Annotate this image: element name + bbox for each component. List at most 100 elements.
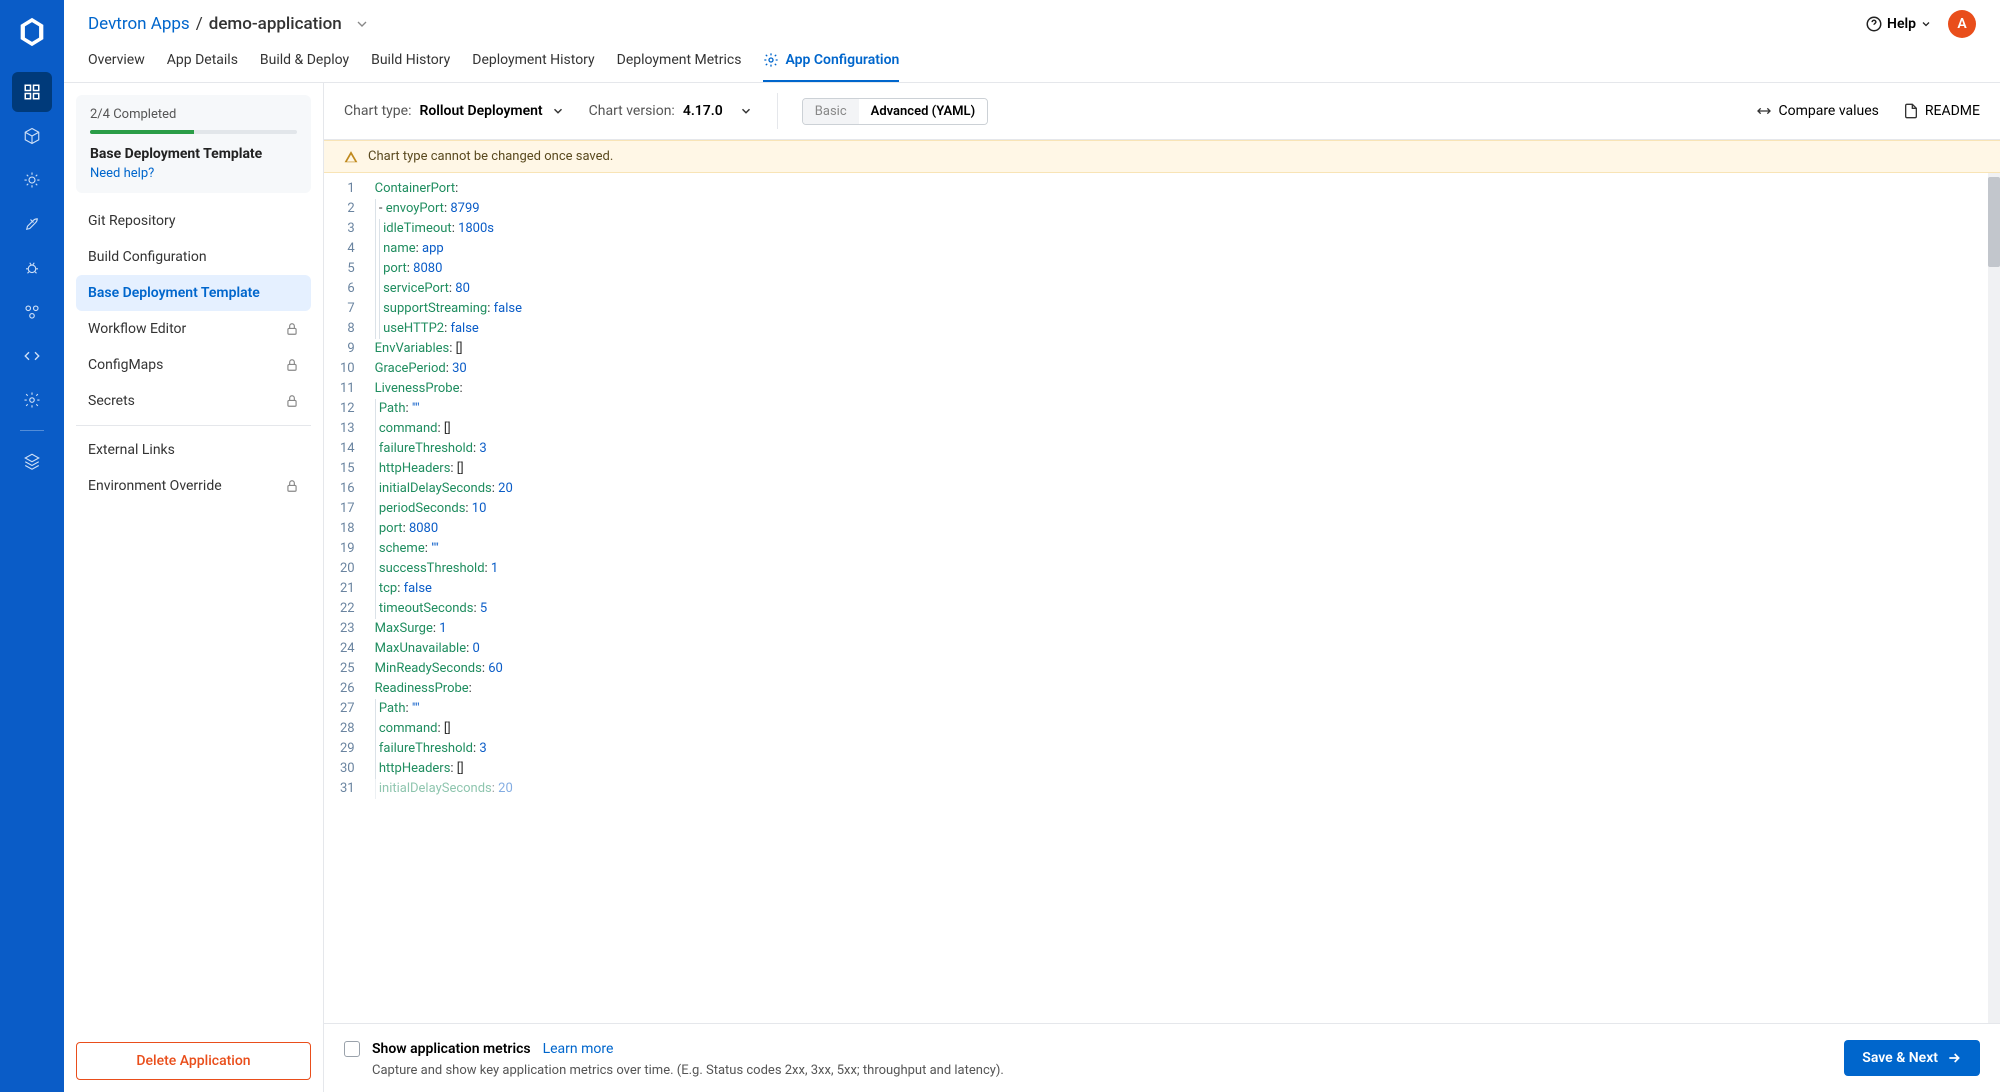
breadcrumb-root[interactable]: Devtron Apps — [88, 14, 190, 34]
file-icon — [1903, 103, 1919, 119]
tab-app-details[interactable]: App Details — [167, 52, 238, 82]
compare-values-button[interactable]: Compare values — [1756, 103, 1878, 119]
tab-deployment-history[interactable]: Deployment History — [472, 52, 594, 82]
rail-divider — [20, 430, 44, 431]
tabs: Overview App Details Build & Deploy Build H… — [64, 38, 2000, 83]
toolbar-separator — [777, 93, 778, 129]
tab-app-configuration[interactable]: App Configuration — [763, 52, 899, 82]
rail-rocket-icon[interactable] — [12, 204, 52, 244]
gear-icon — [763, 52, 779, 68]
sidebar-item-base-deployment-template[interactable]: Base Deployment Template — [76, 275, 311, 311]
sidebar-item-label: Build Configuration — [88, 249, 207, 265]
sidebar-item-label: Environment Override — [88, 478, 222, 494]
devtron-logo[interactable] — [12, 12, 52, 52]
app-rail — [0, 0, 64, 1092]
tab-deployment-metrics[interactable]: Deployment Metrics — [617, 52, 742, 82]
rail-apps-icon[interactable] — [12, 72, 52, 112]
rail-layers-icon[interactable] — [12, 441, 52, 481]
sidebar-item-label: Git Repository — [88, 213, 175, 229]
editor-gutter: 1234567891011121314151617181920212223242… — [324, 173, 363, 1023]
warning-icon — [344, 150, 358, 164]
content-area: Chart type: Rollout Deployment Chart ver… — [324, 83, 2000, 1092]
chart-type-field[interactable]: Chart type: Rollout Deployment — [344, 103, 565, 119]
save-label: Save & Next — [1862, 1050, 1938, 1066]
help-button[interactable]: Help — [1865, 15, 1932, 33]
rail-bug-icon[interactable] — [12, 248, 52, 288]
save-next-button[interactable]: Save & Next — [1844, 1040, 1980, 1076]
progress-card: 2/4 Completed Base Deployment Template N… — [76, 95, 311, 193]
progress-fill — [90, 130, 194, 134]
sidebar-item-secrets[interactable]: Secrets — [76, 383, 311, 419]
chevron-down-icon[interactable] — [354, 16, 370, 32]
metrics-description: Capture and show key application metrics… — [372, 1063, 1004, 1078]
editor-code[interactable]: ContainerPort: - envoyPort: 8799 idleTim… — [363, 173, 2000, 1023]
rail-apps2-icon[interactable] — [12, 292, 52, 332]
chart-version-field[interactable]: Chart version: 4.17.0 — [589, 103, 753, 119]
lock-icon — [285, 479, 299, 493]
chevron-down-icon — [551, 104, 565, 118]
config-separator — [76, 425, 311, 426]
rail-settings-icon[interactable] — [12, 380, 52, 420]
avatar[interactable]: A — [1948, 10, 1976, 38]
warning-notice: Chart type cannot be changed once saved. — [324, 140, 2000, 173]
config-list: Git Repository Build Configuration Base De… — [76, 203, 311, 419]
sidebar-item-git-repository[interactable]: Git Repository — [76, 203, 311, 239]
breadcrumb-sep: / — [196, 14, 203, 34]
sidebar-item-build-configuration[interactable]: Build Configuration — [76, 239, 311, 275]
scrollbar-thumb[interactable] — [1988, 177, 2000, 267]
compare-icon — [1756, 103, 1772, 119]
sidebar-item-workflow-editor[interactable]: Workflow Editor — [76, 311, 311, 347]
lock-icon — [285, 322, 299, 336]
chart-type-label: Chart type: — [344, 103, 411, 119]
compare-values-label: Compare values — [1778, 103, 1878, 119]
notice-text: Chart type cannot be changed once saved. — [368, 149, 613, 164]
toolbar: Chart type: Rollout Deployment Chart ver… — [324, 83, 2000, 140]
header: Devtron Apps / demo-application Help A — [64, 0, 2000, 38]
tab-build-deploy[interactable]: Build & Deploy — [260, 52, 349, 82]
yaml-editor[interactable]: 1234567891011121314151617181920212223242… — [324, 173, 2000, 1023]
sidebar-item-environment-override[interactable]: Environment Override — [76, 468, 311, 504]
arrow-right-icon — [1946, 1050, 1962, 1066]
scrollbar-track[interactable] — [1988, 173, 2000, 1023]
tab-overview[interactable]: Overview — [88, 52, 145, 82]
footer: Show application metrics Learn more Capt… — [324, 1023, 2000, 1092]
rail-cube-icon[interactable] — [12, 116, 52, 156]
config-sidebar: 2/4 Completed Base Deployment Template N… — [64, 83, 324, 1092]
metrics-checkbox[interactable] — [344, 1041, 360, 1057]
header-actions: Help A — [1865, 10, 1976, 38]
chart-version-value: 4.17.0 — [683, 103, 723, 119]
toolbar-left: Chart type: Rollout Deployment Chart ver… — [344, 93, 988, 129]
rail-helm-icon[interactable] — [12, 160, 52, 200]
lock-icon — [285, 358, 299, 372]
progress-title: Base Deployment Template — [90, 146, 297, 162]
breadcrumb: Devtron Apps / demo-application — [88, 14, 370, 34]
lock-icon — [285, 394, 299, 408]
advanced-mode-button[interactable]: Advanced (YAML) — [859, 99, 988, 124]
footer-left: Show application metrics Learn more Capt… — [344, 1038, 1004, 1078]
chart-version-label: Chart version: — [589, 103, 675, 119]
learn-more-link[interactable]: Learn more — [543, 1041, 614, 1057]
footer-text: Show application metrics Learn more Capt… — [372, 1038, 1004, 1078]
config-list-secondary: External Links Environment Override — [76, 432, 311, 504]
progress-text: 2/4 Completed — [90, 107, 297, 122]
toolbar-right: Compare values README — [1756, 103, 1980, 119]
readme-button[interactable]: README — [1903, 103, 1980, 119]
rail-code-icon[interactable] — [12, 336, 52, 376]
editor-mode-toggle: Basic Advanced (YAML) — [802, 98, 988, 125]
tab-build-history[interactable]: Build History — [371, 52, 450, 82]
basic-mode-button[interactable]: Basic — [803, 99, 859, 124]
chart-type-value: Rollout Deployment — [419, 103, 542, 119]
sidebar-item-label: Secrets — [88, 393, 135, 409]
delete-application-button[interactable]: Delete Application — [76, 1042, 311, 1080]
sidebar-item-external-links[interactable]: External Links — [76, 432, 311, 468]
main-column: Devtron Apps / demo-application Help A O… — [64, 0, 2000, 1092]
sidebar-item-label: External Links — [88, 442, 175, 458]
breadcrumb-current: demo-application — [209, 14, 342, 34]
sidebar-item-label: Base Deployment Template — [88, 285, 260, 301]
chevron-down-icon — [739, 104, 753, 118]
need-help-link[interactable]: Need help? — [90, 166, 297, 181]
sidebar-item-configmaps[interactable]: ConfigMaps — [76, 347, 311, 383]
help-label: Help — [1887, 16, 1916, 32]
progress-bar — [90, 130, 297, 134]
readme-label: README — [1925, 103, 1980, 119]
